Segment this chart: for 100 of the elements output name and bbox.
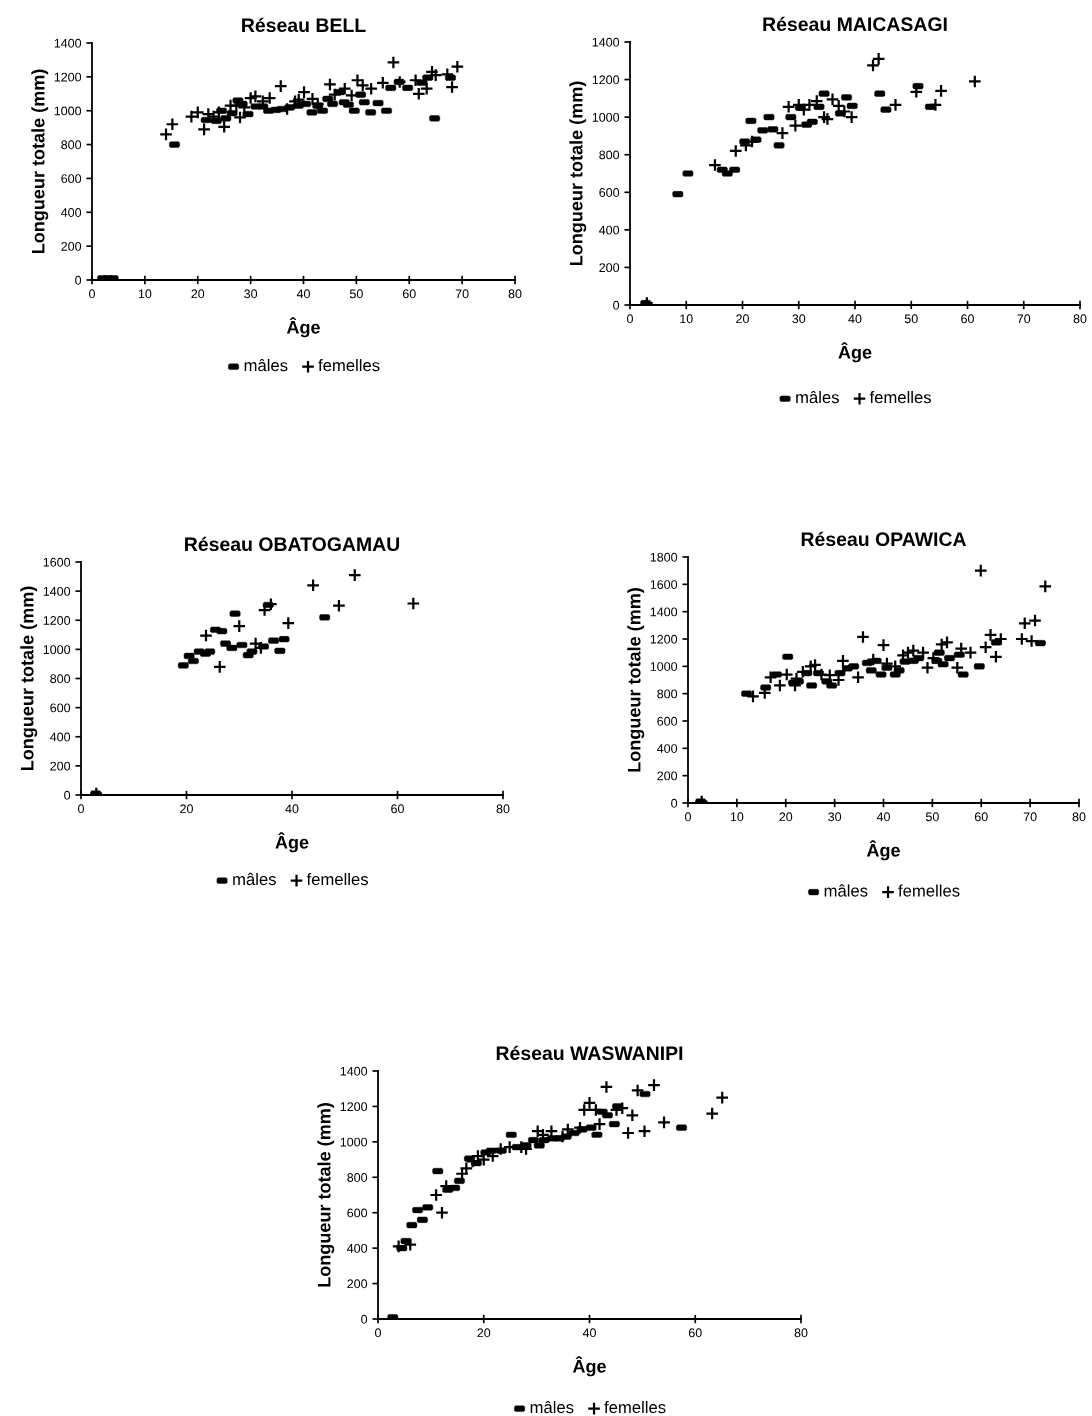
y-tick-label: 200	[657, 771, 678, 781]
legend-label: femelles	[898, 884, 960, 897]
x-tick-label: 80	[1072, 812, 1086, 822]
y-tick-label: 1000	[43, 645, 71, 655]
x-tick-label: 10	[730, 812, 744, 822]
y-tick-label: 800	[347, 1173, 368, 1182]
y-axis-title: Longueur totale (mm)	[317, 1103, 335, 1287]
chart-title: Réseau MAICASAGI	[763, 16, 947, 32]
chart-title: Réseau BELL	[242, 17, 366, 33]
y-axis-title: Longueur totale (mm)	[569, 81, 587, 266]
y-tick-label: 1000	[650, 662, 678, 671]
x-axis-title: Âge	[275, 832, 309, 853]
x-tick-label: 20	[191, 289, 205, 299]
x-tick-label: 20	[779, 812, 793, 822]
y-tick-label: 400	[599, 225, 620, 235]
y-tick-label: 1800	[650, 552, 678, 562]
chart-title: Réseau OPAWICA	[801, 531, 967, 547]
y-tick-label: 1200	[650, 634, 678, 644]
y-tick-label: 800	[657, 689, 678, 699]
x-tick-label: 10	[680, 314, 693, 324]
y-tick-label: 600	[61, 174, 82, 184]
y-tick-label: 0	[64, 790, 71, 800]
legend-label: mâles	[824, 884, 868, 897]
y-tick-label: 1000	[592, 112, 620, 122]
y-tick-label: 1600	[43, 557, 71, 567]
y-tick-label: 600	[657, 716, 678, 726]
x-tick-label: 30	[244, 289, 258, 299]
x-tick-label: 0	[685, 812, 691, 822]
x-tick-label: 80	[794, 1328, 808, 1338]
y-tick-label: 1400	[650, 607, 678, 617]
x-tick-label: 50	[925, 812, 939, 822]
legend-label: mâles	[796, 390, 839, 404]
y-tick-label: 800	[61, 140, 82, 150]
y-tick-label: 1000	[54, 106, 82, 116]
y-tick-label: 1400	[592, 37, 620, 47]
x-tick-label: 0	[627, 314, 633, 324]
y-tick-label: 200	[599, 263, 620, 273]
x-tick-label: 40	[848, 314, 862, 324]
x-tick-label: 80	[1073, 314, 1087, 324]
x-tick-label: 40	[582, 1328, 596, 1338]
y-tick-label: 1600	[650, 580, 678, 589]
y-tick-label: 800	[599, 150, 620, 160]
y-tick-label: 600	[599, 188, 620, 197]
x-tick-label: 50	[349, 289, 363, 299]
legend-label: femelles	[306, 872, 368, 886]
y-axis-title: Longueur totale (mm)	[20, 586, 38, 771]
y-tick-label: 800	[50, 674, 71, 684]
y-tick-label: 400	[50, 732, 71, 742]
y-tick-label: 600	[50, 703, 71, 713]
y-tick-label: 1400	[43, 586, 71, 596]
x-tick-label: 30	[828, 812, 842, 822]
x-tick-label: 0	[89, 289, 95, 299]
legend-label: femelles	[604, 1400, 666, 1414]
legend-label: mâles	[244, 358, 288, 372]
x-tick-label: 80	[508, 289, 522, 299]
y-tick-label: 1200	[54, 72, 82, 82]
y-tick-label: 1200	[43, 616, 71, 625]
y-axis-title: Longueur totale (mm)	[31, 69, 49, 254]
legend-label: femelles	[318, 358, 380, 372]
y-tick-label: 1000	[340, 1137, 368, 1147]
y-axis-title: Longueur totale (mm)	[627, 588, 645, 772]
x-axis-title: Âge	[866, 840, 900, 861]
y-tick-label: 600	[347, 1208, 368, 1218]
x-tick-label: 10	[138, 289, 152, 299]
y-tick-label: 200	[50, 761, 71, 771]
y-tick-label: 400	[657, 744, 678, 753]
x-tick-label: 70	[1023, 812, 1037, 822]
x-tick-label: 40	[876, 812, 890, 822]
x-tick-label: 40	[296, 289, 310, 299]
x-tick-label: 60	[402, 289, 416, 299]
x-axis-title: Âge	[286, 317, 320, 338]
x-tick-label: 30	[792, 314, 806, 324]
y-tick-label: 0	[75, 275, 82, 285]
y-tick-label: 0	[361, 1314, 368, 1324]
y-tick-label: 200	[61, 241, 82, 251]
x-tick-label: 60	[961, 314, 974, 324]
x-tick-label: 40	[285, 804, 299, 814]
y-tick-label: 1200	[592, 75, 620, 85]
y-tick-label: 1400	[340, 1066, 368, 1076]
x-tick-label: 20	[180, 804, 193, 814]
y-tick-label: 1200	[340, 1102, 368, 1112]
y-tick-label: 0	[613, 300, 620, 310]
x-tick-label: 50	[904, 314, 918, 324]
legend-label: mâles	[233, 872, 276, 886]
y-tick-label: 200	[347, 1279, 368, 1289]
x-tick-label: 70	[1017, 314, 1031, 324]
x-tick-label: 20	[477, 1328, 491, 1338]
x-tick-label: 80	[496, 804, 510, 814]
chart-title: Réseau OBATOGAMAU	[185, 536, 400, 552]
y-tick-label: 400	[347, 1243, 368, 1253]
x-tick-label: 70	[455, 289, 469, 299]
x-tick-label: 60	[974, 812, 988, 822]
legend-label: mâles	[530, 1400, 574, 1414]
x-axis-title: Âge	[838, 342, 872, 363]
x-tick-label: 60	[688, 1328, 702, 1338]
legend-label: femelles	[869, 391, 931, 404]
x-tick-label: 60	[391, 804, 404, 814]
y-tick-label: 1400	[54, 38, 82, 48]
chart-title: Réseau WASWANIPI	[496, 1045, 683, 1061]
x-axis-title: Âge	[572, 1356, 606, 1377]
